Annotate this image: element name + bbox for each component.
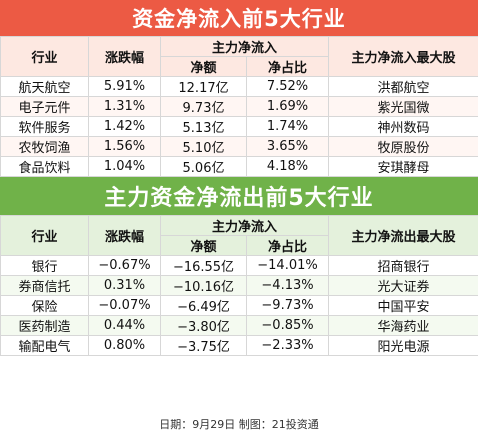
header-top-stock: 主力净流入最大股	[328, 36, 478, 77]
cell-change: 1.56%	[88, 136, 161, 157]
cell-stock: 招商银行	[328, 255, 478, 276]
inflow-table: 行业 涨跌幅 主力净流入 主力净流入最大股 净额 净占比 航天航空 5.91% …	[0, 36, 478, 177]
cell-stock: 安琪酵母	[328, 156, 478, 177]
table-row: 软件服务 1.42% 5.13亿 1.74% 神州数码	[0, 116, 478, 137]
inflow-title: 资金净流入前5大行业	[132, 7, 346, 31]
header-main-inflow: 主力净流入	[159, 36, 330, 57]
cell-ratio: −4.13%	[245, 275, 330, 296]
cell-change: 0.44%	[88, 315, 161, 336]
cell-change: 1.31%	[88, 96, 161, 117]
cell-ratio: −0.85%	[245, 315, 330, 336]
outflow-table: 行业 涨跌幅 主力净流入 主力净流出最大股 净额 净占比 银行 −0.67% −…	[0, 215, 478, 356]
cell-industry: 软件服务	[0, 116, 89, 137]
cell-stock: 华海药业	[328, 315, 478, 336]
table-row: 输配电气 0.80% −3.75亿 −2.33% 阳光电源	[0, 335, 478, 356]
cell-amount: −6.49亿	[160, 295, 247, 316]
cell-industry: 农牧饲渔	[0, 136, 89, 157]
table-row: 银行 −0.67% −16.55亿 −14.01% 招商银行	[0, 255, 478, 276]
cell-amount: −10.16亿	[160, 275, 247, 296]
cell-industry: 券商信托	[0, 275, 89, 296]
header-change: 涨跌幅	[88, 36, 161, 77]
header-ratio: 净占比	[245, 235, 330, 256]
cell-change: 0.80%	[88, 335, 161, 356]
cell-ratio: 1.69%	[245, 96, 330, 117]
header-top-stock: 主力净流出最大股	[328, 215, 478, 256]
cell-ratio: −9.73%	[245, 295, 330, 316]
cell-change: −0.67%	[88, 255, 161, 276]
cell-amount: −3.75亿	[160, 335, 247, 356]
outflow-banner: 主力资金净流出前5大行业	[0, 177, 478, 215]
cell-industry: 银行	[0, 255, 89, 276]
cell-stock: 中国平安	[328, 295, 478, 316]
cell-change: 1.42%	[88, 116, 161, 137]
table-row: 农牧饲渔 1.56% 5.10亿 3.65% 牧原股份	[0, 136, 478, 157]
table-row: 航天航空 5.91% 12.17亿 7.52% 洪都航空	[0, 76, 478, 97]
table-row: 食品饮料 1.04% 5.06亿 4.18% 安琪酵母	[0, 156, 478, 177]
cell-amount: 9.73亿	[160, 96, 247, 117]
header-change: 涨跌幅	[88, 215, 161, 256]
cell-stock: 牧原股份	[328, 136, 478, 157]
footer-credit: 日期：9月29日 制图：21投资通	[0, 413, 478, 435]
cell-stock: 光大证券	[328, 275, 478, 296]
cell-industry: 输配电气	[0, 335, 89, 356]
cell-industry: 电子元件	[0, 96, 89, 117]
header-ratio: 净占比	[245, 56, 330, 77]
header-industry: 行业	[0, 36, 89, 77]
cell-change: 1.04%	[88, 156, 161, 177]
cell-amount: 12.17亿	[160, 76, 247, 97]
footer-text: 日期：9月29日 制图：21投资通	[159, 418, 319, 431]
cell-ratio: −14.01%	[245, 255, 330, 276]
header-amount: 净额	[160, 56, 247, 77]
cell-change: −0.07%	[88, 295, 161, 316]
cell-amount: −16.55亿	[160, 255, 247, 276]
table-row: 电子元件 1.31% 9.73亿 1.69% 紫光国微	[0, 96, 478, 117]
cell-industry: 航天航空	[0, 76, 89, 97]
cell-amount: −3.80亿	[160, 315, 247, 336]
header-main-inflow: 主力净流入	[159, 215, 330, 236]
cell-ratio: 1.74%	[245, 116, 330, 137]
cell-industry: 食品饮料	[0, 156, 89, 177]
cell-industry: 医药制造	[0, 315, 89, 336]
cell-ratio: 7.52%	[245, 76, 330, 97]
cell-stock: 神州数码	[328, 116, 478, 137]
cell-ratio: −2.33%	[245, 335, 330, 356]
cell-ratio: 3.65%	[245, 136, 330, 157]
header-amount: 净额	[160, 235, 247, 256]
cell-change: 0.31%	[88, 275, 161, 296]
cell-amount: 5.13亿	[160, 116, 247, 137]
header-industry: 行业	[0, 215, 89, 256]
cell-ratio: 4.18%	[245, 156, 330, 177]
cell-stock: 洪都航空	[328, 76, 478, 97]
table-row: 保险 −0.07% −6.49亿 −9.73% 中国平安	[0, 295, 478, 316]
cell-stock: 紫光国微	[328, 96, 478, 117]
cell-amount: 5.06亿	[160, 156, 247, 177]
table-row: 券商信托 0.31% −10.16亿 −4.13% 光大证券	[0, 275, 478, 296]
table-row: 医药制造 0.44% −3.80亿 −0.85% 华海药业	[0, 315, 478, 336]
cell-industry: 保险	[0, 295, 89, 316]
outflow-title: 主力资金净流出前5大行业	[104, 186, 374, 211]
cell-amount: 5.10亿	[160, 136, 247, 157]
cell-change: 5.91%	[88, 76, 161, 97]
cell-stock: 阳光电源	[328, 335, 478, 356]
inflow-banner: 资金净流入前5大行业	[0, 0, 478, 36]
